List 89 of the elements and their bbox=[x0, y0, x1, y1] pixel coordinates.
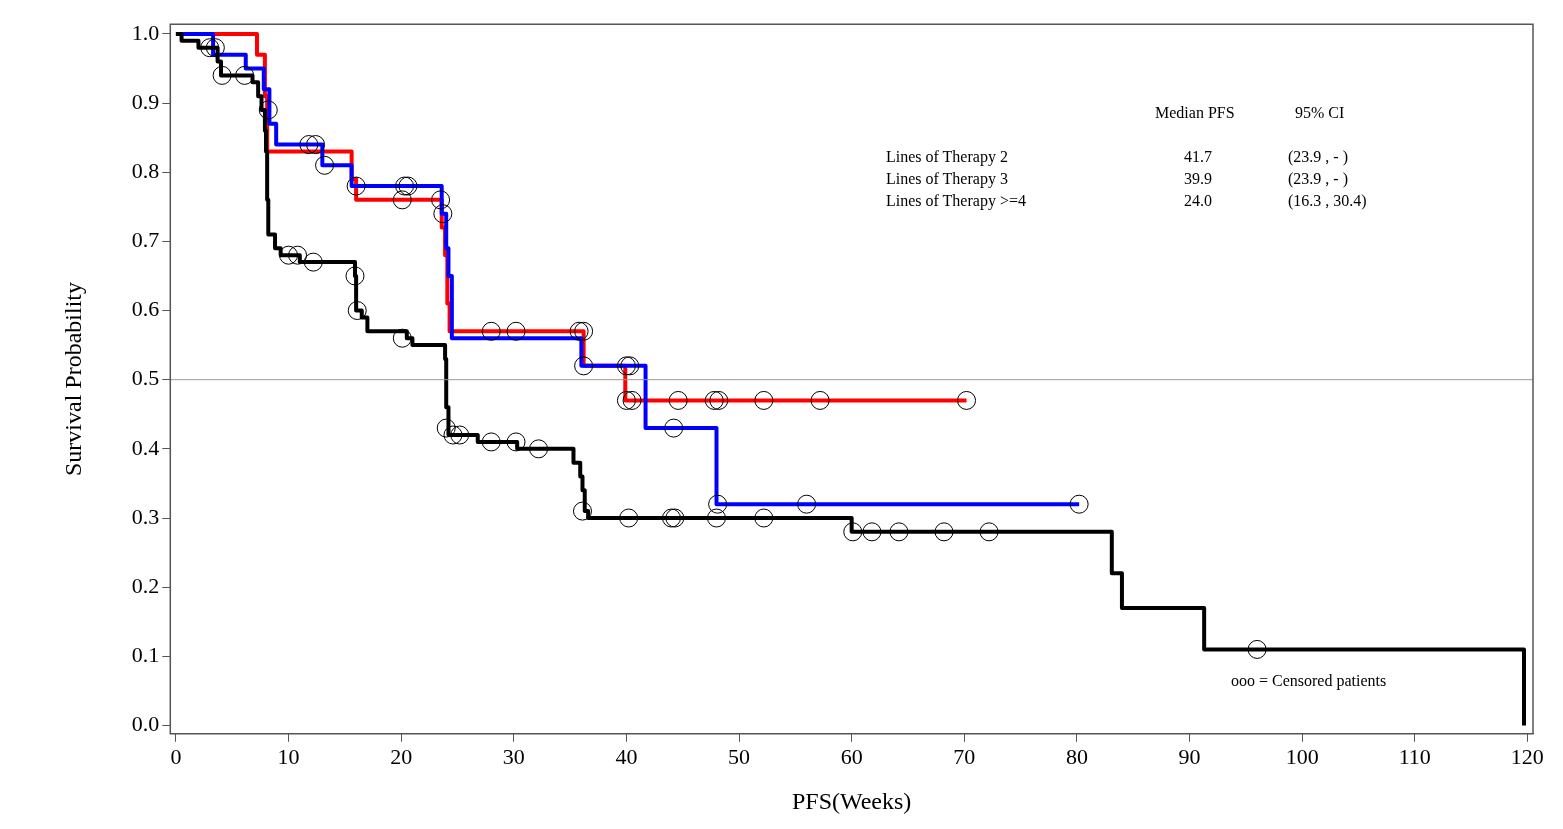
point bbox=[574, 356, 594, 376]
point bbox=[709, 390, 729, 410]
point bbox=[506, 321, 526, 341]
y-tick-label: 0.6 bbox=[131, 296, 160, 322]
point bbox=[664, 418, 684, 438]
x-tick-label: 50 bbox=[728, 743, 751, 769]
point bbox=[481, 321, 501, 341]
y-tick-label: 0.2 bbox=[131, 572, 160, 598]
point bbox=[843, 522, 863, 542]
point bbox=[392, 190, 412, 210]
point bbox=[572, 501, 592, 521]
x-tick-label: 80 bbox=[1065, 743, 1088, 769]
point bbox=[306, 135, 326, 155]
annotation: (16.3 , 30.4) bbox=[1288, 192, 1367, 210]
point bbox=[889, 522, 909, 542]
point bbox=[957, 390, 977, 410]
point bbox=[299, 135, 319, 155]
point bbox=[754, 508, 774, 528]
y-tick-label: 0.1 bbox=[131, 642, 160, 668]
x-tick-label: 70 bbox=[953, 743, 976, 769]
annotation: Lines of Therapy >=4 bbox=[886, 192, 1026, 210]
x-tick-label: 120 bbox=[1510, 743, 1544, 769]
annotation: Lines of Therapy 2 bbox=[886, 148, 1008, 166]
annotation: 24.0 bbox=[1184, 192, 1212, 210]
annotation: 95% CI bbox=[1295, 104, 1345, 122]
annotation: (23.9 , - ) bbox=[1288, 148, 1348, 166]
point bbox=[810, 390, 830, 410]
point bbox=[481, 432, 501, 452]
annotation: ooo = Censored patients bbox=[1231, 672, 1387, 690]
point bbox=[619, 508, 639, 528]
y-tick-label: 0.7 bbox=[131, 227, 160, 253]
point bbox=[345, 266, 365, 286]
point bbox=[862, 522, 882, 542]
point bbox=[258, 100, 278, 120]
point bbox=[443, 425, 463, 445]
y-axis-title: Survival Probability bbox=[59, 282, 86, 476]
x-axis-title: PFS(Weeks) bbox=[791, 787, 912, 814]
point bbox=[347, 301, 367, 321]
annotation: (23.9 , - ) bbox=[1288, 170, 1348, 188]
point bbox=[433, 204, 453, 224]
point bbox=[200, 38, 220, 58]
x-tick-label: 40 bbox=[615, 743, 638, 769]
x-tick-label: 60 bbox=[840, 743, 863, 769]
point bbox=[315, 155, 335, 175]
point bbox=[288, 245, 308, 265]
point bbox=[1247, 639, 1267, 659]
x-tick-label: 90 bbox=[1178, 743, 1201, 769]
point bbox=[979, 522, 999, 542]
point bbox=[212, 65, 232, 85]
point bbox=[934, 522, 954, 542]
point bbox=[616, 390, 636, 410]
annotation: Median PFS bbox=[1155, 104, 1235, 122]
annotation: 39.9 bbox=[1184, 170, 1212, 188]
x-tick-label: 20 bbox=[390, 743, 413, 769]
point bbox=[708, 494, 728, 514]
point bbox=[279, 245, 299, 265]
point bbox=[506, 432, 526, 452]
x-tick-label: 100 bbox=[1285, 743, 1319, 769]
point bbox=[392, 328, 412, 348]
point bbox=[529, 439, 549, 459]
point bbox=[303, 252, 323, 272]
point bbox=[1069, 494, 1089, 514]
x-tick-label: 0 bbox=[170, 743, 182, 769]
point bbox=[704, 390, 724, 410]
x-tick-label: 30 bbox=[502, 743, 525, 769]
point bbox=[205, 38, 225, 58]
point bbox=[450, 425, 470, 445]
y-tick-label: 0.3 bbox=[131, 503, 160, 529]
point bbox=[574, 321, 594, 341]
y-tick-label: 0.8 bbox=[131, 157, 160, 183]
point bbox=[436, 418, 456, 438]
point bbox=[346, 176, 366, 196]
y-tick-label: 0.4 bbox=[131, 434, 160, 460]
point bbox=[431, 190, 451, 210]
point bbox=[797, 494, 817, 514]
point bbox=[707, 508, 727, 528]
annotation: Lines of Therapy 3 bbox=[886, 170, 1008, 188]
y-tick-label: 1.0 bbox=[131, 19, 160, 45]
point bbox=[235, 65, 255, 85]
point bbox=[569, 321, 589, 341]
x-tick-label: 10 bbox=[277, 743, 300, 769]
x-tick-label: 110 bbox=[1398, 743, 1431, 769]
y-tick-label: 0.0 bbox=[131, 711, 160, 737]
y-tick-label: 0.5 bbox=[131, 365, 160, 391]
point bbox=[754, 390, 774, 410]
point bbox=[622, 390, 642, 410]
point bbox=[668, 390, 688, 410]
y-tick-label: 0.9 bbox=[131, 88, 160, 114]
annotation: 41.7 bbox=[1184, 148, 1212, 166]
